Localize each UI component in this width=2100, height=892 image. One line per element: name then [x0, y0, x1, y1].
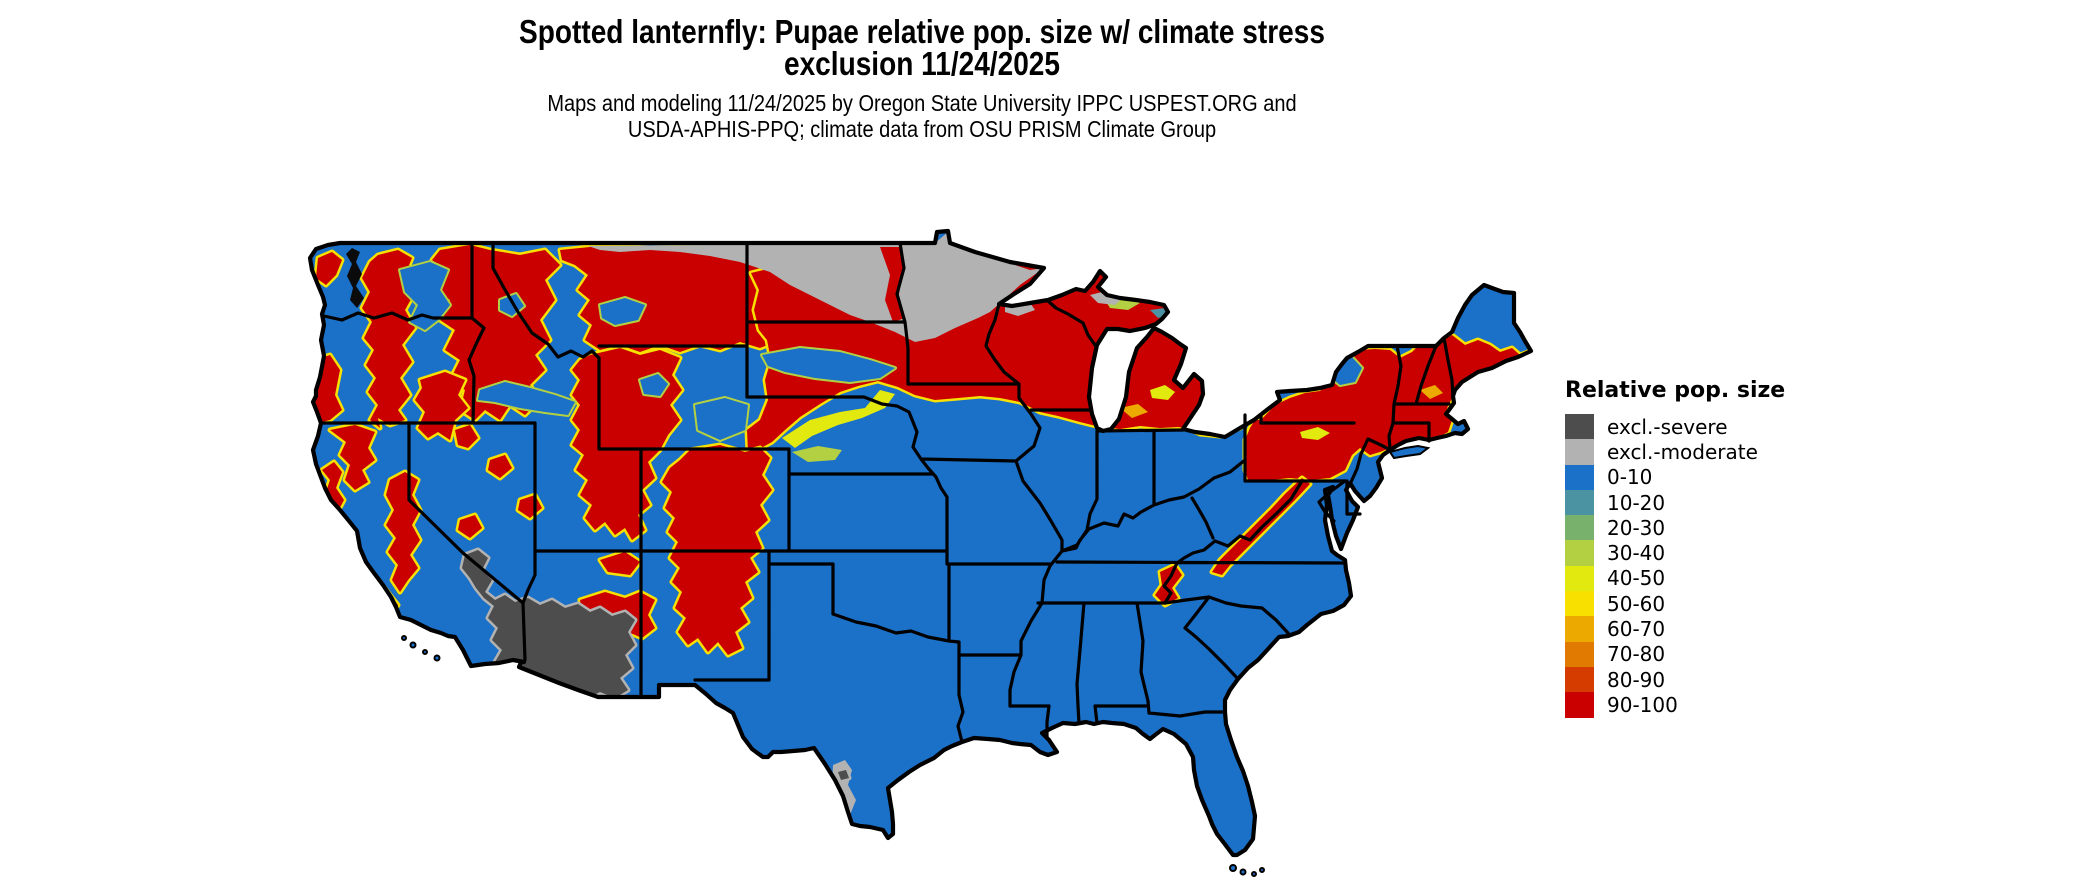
legend-label: 60-70 [1607, 617, 1666, 642]
legend-item: 40-50 [1565, 565, 1785, 592]
legend-label: 20-30 [1607, 515, 1666, 540]
legend-swatch-10-20 [1565, 489, 1594, 516]
map-title-line2: exclusion 11/24/2025 [783, 45, 1061, 82]
legend-item: 0-10 [1565, 464, 1785, 490]
legend-swatch-80-90 [1565, 666, 1594, 693]
legend-swatch-excl-severe [1565, 414, 1594, 440]
map-title-line1: Spotted lanternfly: Pupae relative pop. … [519, 13, 1325, 50]
high-pop-specks-nevada-1 [452, 422, 481, 451]
legend-swatch-50-60 [1565, 591, 1594, 617]
legend-item: 20-30 [1565, 515, 1785, 541]
map-subtitle-line1: Maps and modeling 11/24/2025 by Oregon S… [547, 90, 1297, 116]
map-subtitle: Maps and modeling 11/24/2025 by Oregon S… [400, 90, 1444, 142]
map-legend: Relative pop. size excl.-severe excl.-mo… [1565, 378, 1785, 718]
high-pop-specks-nevada-4 [455, 512, 485, 541]
legend-swatch-60-70 [1565, 616, 1594, 642]
legend-title: Relative pop. size [1565, 378, 1786, 403]
excluded-moderate-region-north [588, 232, 1044, 342]
excluded-severe-spot-texas [835, 767, 852, 783]
channel-island-3 [433, 654, 441, 662]
channel-island-1 [409, 641, 417, 649]
mid-range-patch-michigan-2 [1120, 404, 1148, 418]
puget-sound-water [346, 248, 364, 308]
florida-keys-3 [1251, 871, 1257, 877]
legend-label: 70-80 [1607, 642, 1666, 667]
legend-label: 0-10 [1607, 465, 1653, 490]
high-pop-region-four-corners [597, 549, 643, 578]
high-pop-region-klamath [327, 422, 378, 493]
high-pop-region-northeast [1242, 332, 1531, 483]
valley-columbia-basin [398, 260, 452, 332]
us-choropleth-map [295, 225, 1575, 892]
florida-keys-1 [1229, 864, 1237, 872]
valley-bighorn-basin [638, 372, 670, 398]
legend-swatch-40-50 [1565, 565, 1594, 592]
valley-snake-plain [476, 380, 577, 417]
legend-item: 10-20 [1565, 489, 1785, 516]
legend-item: 30-40 [1565, 540, 1785, 566]
legend-label: excl.-moderate [1607, 439, 1758, 464]
valley-montana-2 [598, 296, 647, 327]
high-pop-specks-nevada-2 [485, 452, 515, 481]
legend-item: excl.-moderate [1565, 439, 1785, 465]
legend-swatch-20-30 [1565, 515, 1594, 541]
legend-swatch-0-10 [1565, 464, 1594, 490]
valley-se-wyoming [693, 396, 750, 442]
valley-south-dakota-tongue [760, 346, 897, 384]
legend-swatch-90-100 [1565, 692, 1594, 718]
legend-item: 70-80 [1565, 641, 1785, 667]
high-pop-region-smokies [1152, 562, 1185, 608]
legend-item: excl.-severe [1565, 414, 1785, 440]
mid-range-patch-michigan-1 [1150, 385, 1175, 400]
channel-island-2 [422, 649, 428, 655]
legend-label: excl.-severe [1607, 414, 1728, 439]
legend-item: 80-90 [1565, 666, 1785, 693]
conus-outline [307, 228, 1534, 858]
mid-range-patch-pennsylvania [1300, 427, 1330, 440]
legend-label: 50-60 [1607, 591, 1666, 616]
map-subtitle-line2: USDA-APHIS-PPQ; climate data from OSU PR… [627, 116, 1217, 142]
legend-swatch-70-80 [1565, 641, 1594, 667]
transition-patch-sandhills [792, 446, 842, 462]
legend-swatch-30-40 [1565, 540, 1594, 566]
legend-label: 10-20 [1607, 490, 1666, 515]
transition-band-plains [782, 390, 895, 448]
legend-item: 60-70 [1565, 616, 1785, 642]
long-island [1388, 444, 1431, 460]
florida-keys-4 [1259, 867, 1265, 873]
legend-swatch-excl-moderate [1565, 439, 1594, 465]
legend-label: 90-100 [1607, 692, 1678, 717]
legend-item: 90-100 [1565, 692, 1785, 718]
channel-island-4 [401, 635, 407, 641]
florida-keys-2 [1239, 868, 1247, 876]
legend-item: 50-60 [1565, 591, 1785, 617]
legend-label: 30-40 [1607, 541, 1666, 566]
legend-label: 80-90 [1607, 667, 1666, 692]
state-borders [319, 241, 1455, 744]
map-title: Spotted lanternfly: Pupae relative pop. … [412, 13, 1432, 82]
legend-label: 40-50 [1607, 566, 1666, 591]
mid-range-patch-newengland [1420, 385, 1443, 399]
